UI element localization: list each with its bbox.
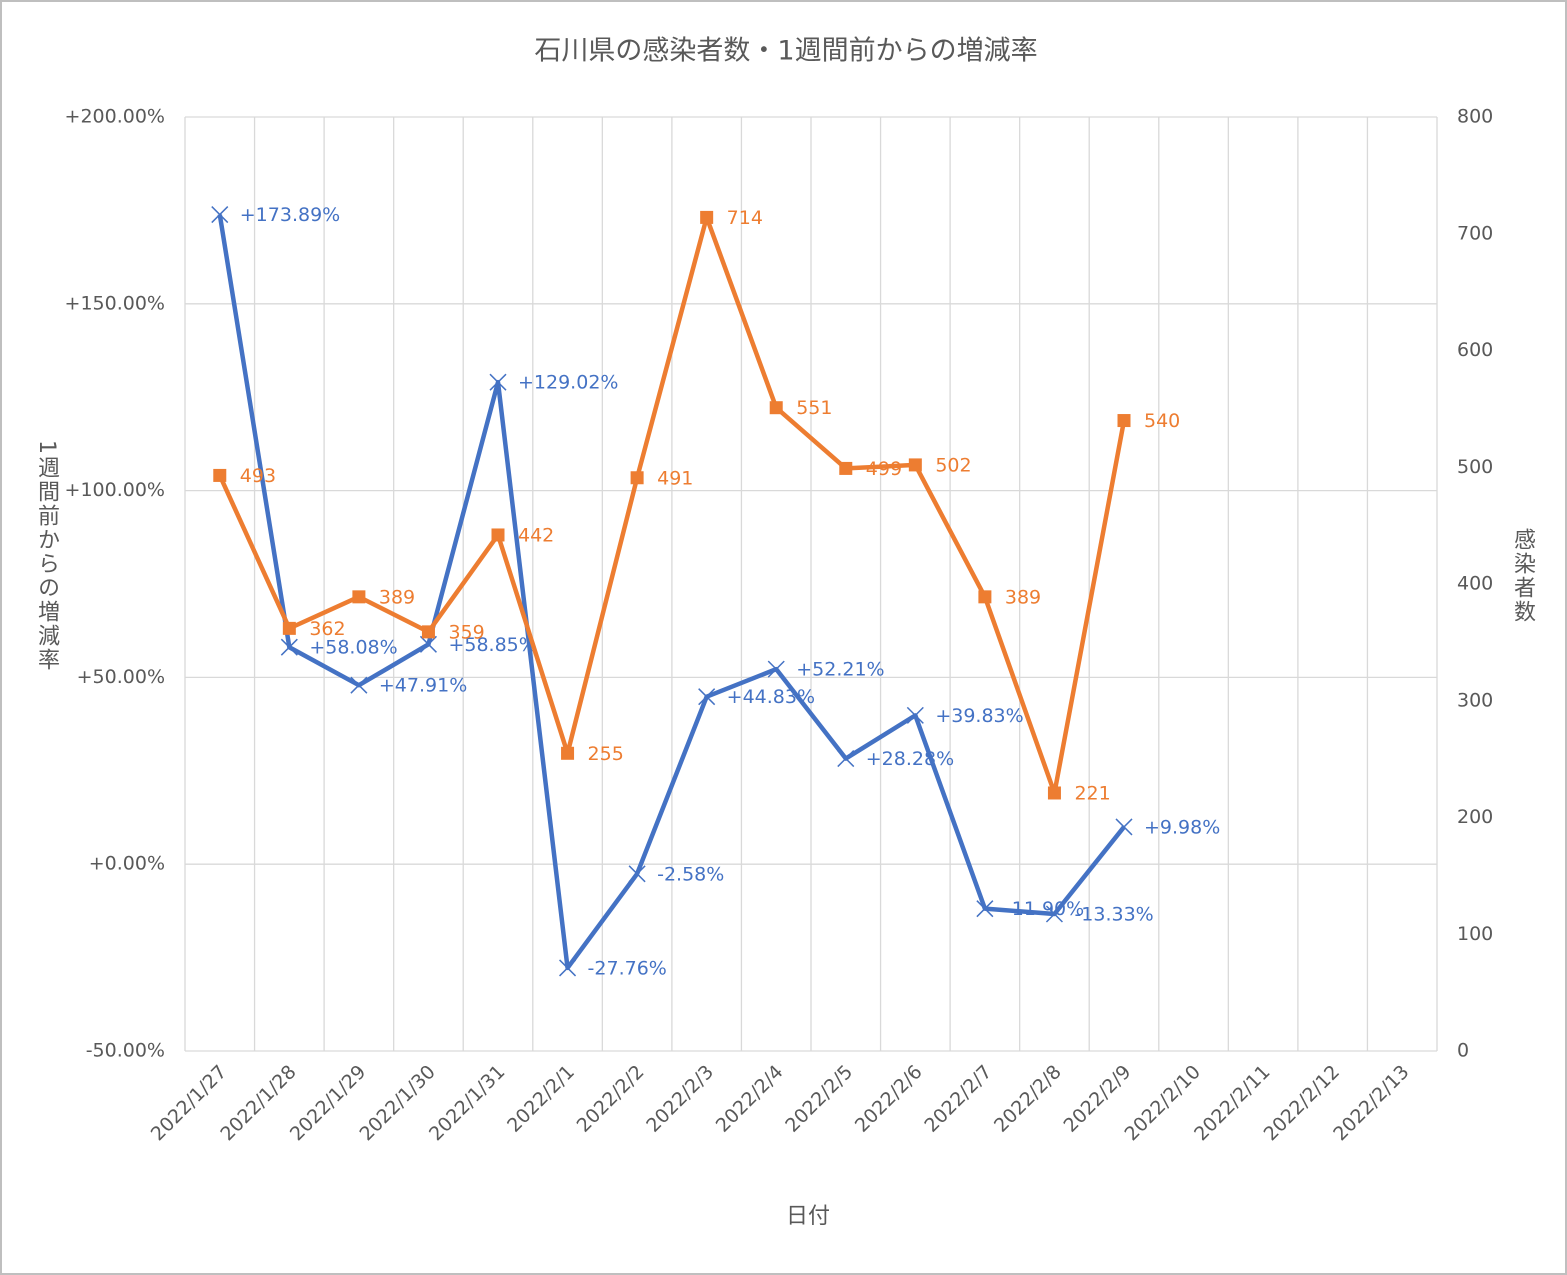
data-label: -11.90% [1005, 898, 1084, 920]
data-label: 359 [448, 621, 484, 643]
point-marker [282, 621, 296, 635]
data-label: +47.91% [379, 675, 467, 697]
data-label: 362 [309, 618, 345, 640]
data-label: -2.58% [657, 863, 724, 885]
data-label: -27.76% [588, 957, 667, 979]
point-marker [908, 458, 922, 472]
series-line [217, 215, 1127, 796]
point-marker [1117, 414, 1131, 428]
data-label: +58.08% [309, 637, 397, 659]
y-tick-label: -50.00% [86, 1040, 165, 1062]
point-marker [630, 471, 644, 485]
y-tick-label: +0.00% [89, 853, 165, 875]
y-axis-title: 1週間前からの増減率 [34, 440, 60, 672]
y2-tick-label: 800 [1457, 106, 1493, 128]
point-marker [700, 210, 714, 224]
point-marker [839, 461, 853, 475]
point-marker [978, 590, 992, 604]
point-marker [421, 625, 435, 639]
point-marker [213, 468, 227, 482]
data-label: 540 [1144, 410, 1180, 432]
chart-title: 石川県の感染者数・1週間前からの増減率 [534, 36, 1037, 67]
data-label: 551 [796, 397, 832, 419]
data-label: 502 [935, 454, 971, 476]
x-axis-title: 日付 [786, 1204, 830, 1229]
point-marker [906, 706, 924, 724]
data-label: 491 [657, 467, 693, 489]
data-label: 389 [1005, 586, 1041, 608]
point-marker [419, 635, 437, 653]
point-marker [698, 688, 716, 706]
data-label: +28.28% [866, 748, 954, 770]
data-label: +9.98% [1144, 816, 1220, 838]
series-line [217, 214, 1126, 971]
data-label: 221 [1074, 782, 1110, 804]
y2-tick-label: 500 [1457, 456, 1493, 478]
y2-axis-title: 感染者数 [1510, 528, 1536, 624]
point-marker [561, 746, 575, 760]
y2-tick-label: 700 [1457, 222, 1493, 244]
data-label: -13.33% [1074, 904, 1153, 926]
data-label: 389 [379, 586, 415, 608]
point-marker [769, 401, 783, 415]
point-marker [211, 206, 229, 224]
data-label: 499 [866, 458, 902, 480]
data-label: +129.02% [518, 372, 618, 394]
point-marker [837, 750, 855, 768]
data-label: +173.89% [240, 204, 340, 226]
y2-tick-label: 0 [1457, 1040, 1469, 1062]
point-marker [559, 959, 577, 977]
y-tick-label: +50.00% [77, 666, 165, 688]
point-marker [491, 528, 505, 542]
y2-tick-label: 600 [1457, 339, 1493, 361]
y-tick-label: +150.00% [65, 292, 165, 314]
data-label: +52.21% [796, 659, 884, 681]
y2-tick-label: 300 [1457, 689, 1493, 711]
y-tick-label: +200.00% [65, 106, 165, 128]
data-label: 714 [727, 207, 763, 229]
data-label: +44.83% [727, 686, 815, 708]
point-marker [280, 638, 298, 656]
data-label: 493 [240, 465, 276, 487]
point-marker [350, 676, 368, 694]
y2-tick-label: 200 [1457, 806, 1493, 828]
data-label: +39.83% [935, 705, 1023, 727]
point-marker [489, 373, 507, 391]
point-marker [767, 660, 785, 678]
y-tick-label: +100.00% [65, 479, 165, 501]
point-marker [628, 865, 646, 883]
point-marker [1045, 905, 1063, 923]
point-marker [1047, 786, 1061, 800]
data-label: 442 [518, 524, 554, 546]
point-marker [1115, 818, 1133, 836]
y2-tick-label: 400 [1457, 573, 1493, 595]
point-marker [352, 590, 366, 604]
data-label: +58.85% [448, 634, 536, 656]
y2-tick-label: 100 [1457, 923, 1493, 945]
data-label: 255 [588, 743, 624, 765]
point-marker [976, 900, 994, 918]
